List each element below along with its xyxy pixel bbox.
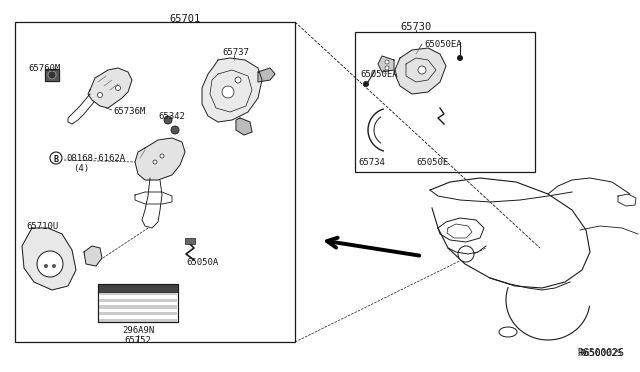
Polygon shape	[84, 246, 102, 266]
Circle shape	[171, 126, 179, 134]
Bar	[99, 319, 177, 322]
Bar	[15, 22, 295, 342]
Text: 65760M: 65760M	[28, 64, 60, 73]
Circle shape	[458, 246, 474, 262]
Text: 65050EA: 65050EA	[360, 70, 397, 79]
Text: B: B	[54, 154, 58, 164]
Text: (4): (4)	[73, 164, 89, 173]
Bar	[99, 315, 177, 319]
Polygon shape	[378, 56, 394, 72]
Bar	[99, 309, 177, 312]
Circle shape	[160, 154, 164, 158]
Ellipse shape	[499, 327, 517, 337]
Text: R650002S: R650002S	[577, 348, 624, 358]
Circle shape	[153, 160, 157, 164]
Bar	[99, 302, 177, 305]
Circle shape	[44, 264, 48, 268]
Circle shape	[97, 93, 102, 97]
Circle shape	[385, 66, 389, 70]
Text: 65737: 65737	[222, 48, 249, 57]
Circle shape	[37, 251, 63, 277]
Text: 65730: 65730	[401, 22, 431, 32]
Text: 65736M: 65736M	[113, 107, 145, 116]
Circle shape	[115, 86, 120, 90]
Bar	[99, 299, 177, 302]
Circle shape	[50, 152, 62, 164]
Text: 65050EA: 65050EA	[424, 40, 461, 49]
Circle shape	[235, 77, 241, 83]
Polygon shape	[22, 228, 76, 290]
Bar	[98, 284, 178, 322]
Polygon shape	[135, 138, 185, 180]
Polygon shape	[258, 68, 275, 82]
Text: 296A9N: 296A9N	[122, 326, 154, 335]
Bar	[185, 238, 195, 244]
Circle shape	[164, 116, 172, 124]
Bar	[99, 305, 177, 309]
Polygon shape	[202, 58, 262, 122]
Polygon shape	[45, 69, 59, 81]
Bar	[99, 312, 177, 315]
Circle shape	[52, 264, 56, 268]
Circle shape	[363, 81, 369, 87]
Text: 65734: 65734	[358, 158, 385, 167]
Bar	[98, 284, 178, 292]
Text: 65050A: 65050A	[186, 258, 218, 267]
Polygon shape	[236, 118, 252, 135]
Polygon shape	[88, 68, 132, 108]
Circle shape	[457, 55, 463, 61]
Text: R650002S: R650002S	[579, 349, 622, 358]
Bar	[99, 295, 177, 299]
Circle shape	[48, 71, 56, 79]
Circle shape	[418, 66, 426, 74]
Text: 65701: 65701	[170, 14, 200, 24]
Bar	[98, 284, 178, 322]
Text: 08168-6162A: 08168-6162A	[66, 154, 125, 163]
Text: 65710U: 65710U	[26, 222, 58, 231]
Bar	[99, 292, 177, 295]
Circle shape	[222, 86, 234, 98]
Bar	[355, 32, 535, 172]
Text: 65342: 65342	[158, 112, 185, 121]
Text: 65752: 65752	[125, 336, 152, 345]
Polygon shape	[394, 48, 446, 94]
Text: 65050E: 65050E	[416, 158, 448, 167]
Circle shape	[385, 60, 389, 64]
